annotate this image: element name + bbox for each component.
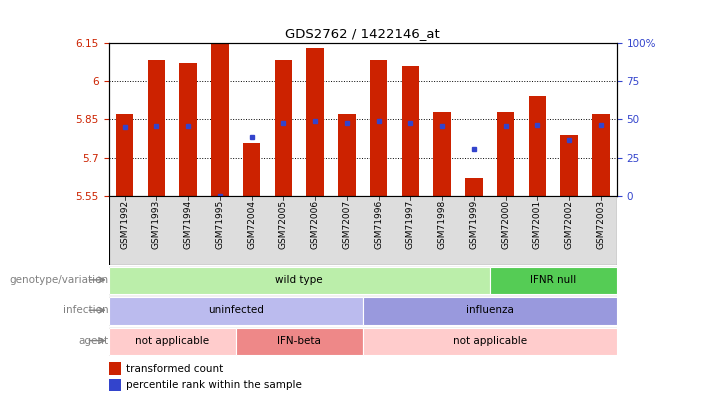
- Text: GSM72002: GSM72002: [565, 200, 573, 249]
- Text: genotype/variation: genotype/variation: [10, 275, 109, 285]
- Text: influenza: influenza: [466, 305, 514, 315]
- Text: GSM72000: GSM72000: [501, 200, 510, 249]
- Bar: [363, 328, 617, 355]
- Text: GSM71994: GSM71994: [184, 200, 193, 249]
- Bar: [179, 63, 197, 196]
- Text: not applicable: not applicable: [453, 336, 527, 345]
- Bar: [529, 96, 546, 196]
- Text: transformed count: transformed count: [126, 364, 224, 373]
- Text: GSM71993: GSM71993: [152, 200, 161, 249]
- Bar: [236, 328, 363, 355]
- Bar: [148, 60, 165, 196]
- Bar: [109, 267, 490, 294]
- Text: GSM72001: GSM72001: [533, 200, 542, 249]
- Text: not applicable: not applicable: [135, 336, 209, 345]
- Bar: [363, 297, 617, 324]
- Bar: [109, 379, 121, 391]
- Bar: [592, 114, 610, 196]
- Bar: [497, 112, 515, 196]
- Bar: [275, 60, 292, 196]
- Text: GSM71997: GSM71997: [406, 200, 415, 249]
- Bar: [306, 48, 324, 196]
- Bar: [370, 60, 388, 196]
- Text: GSM72004: GSM72004: [247, 200, 256, 249]
- Text: agent: agent: [79, 336, 109, 345]
- Title: GDS2762 / 1422146_at: GDS2762 / 1422146_at: [285, 27, 440, 40]
- Text: GSM72003: GSM72003: [597, 200, 606, 249]
- Bar: [338, 114, 355, 196]
- Bar: [109, 297, 363, 324]
- Bar: [109, 362, 121, 375]
- Text: GSM71996: GSM71996: [374, 200, 383, 249]
- Text: wild type: wild type: [275, 275, 323, 285]
- Text: IFNR null: IFNR null: [530, 275, 576, 285]
- Bar: [402, 66, 419, 196]
- Bar: [433, 112, 451, 196]
- Text: GSM71992: GSM71992: [120, 200, 129, 249]
- Bar: [243, 143, 260, 196]
- Bar: [109, 328, 236, 355]
- Bar: [561, 135, 578, 196]
- Text: GSM72005: GSM72005: [279, 200, 288, 249]
- Text: uninfected: uninfected: [207, 305, 264, 315]
- Text: GSM72007: GSM72007: [342, 200, 351, 249]
- Bar: [211, 43, 229, 196]
- Text: IFN-beta: IFN-beta: [278, 336, 321, 345]
- Text: GSM71995: GSM71995: [215, 200, 224, 249]
- Bar: [116, 114, 133, 196]
- Bar: [465, 179, 483, 196]
- Text: GSM72006: GSM72006: [311, 200, 320, 249]
- Bar: [490, 267, 617, 294]
- Text: GSM71998: GSM71998: [437, 200, 447, 249]
- Text: percentile rank within the sample: percentile rank within the sample: [126, 380, 302, 390]
- Text: infection: infection: [63, 305, 109, 315]
- Text: GSM71999: GSM71999: [470, 200, 479, 249]
